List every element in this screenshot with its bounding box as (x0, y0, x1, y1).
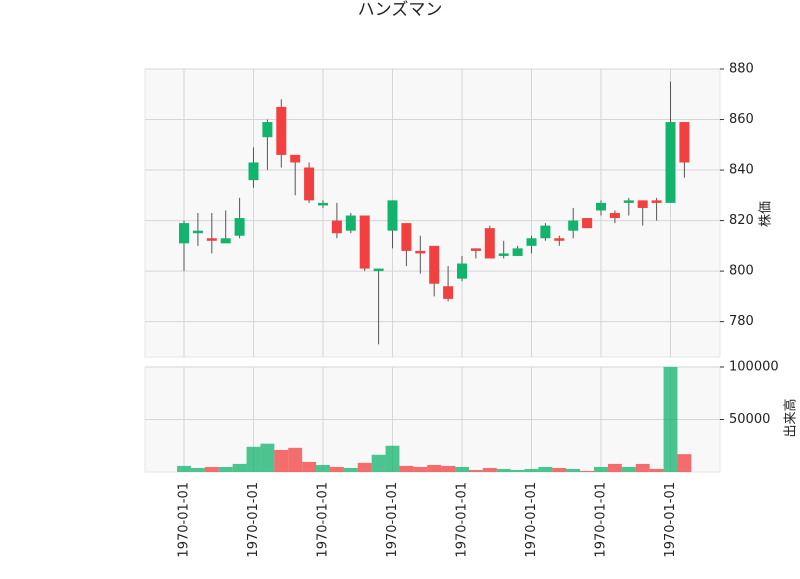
volume-axis-label: 出来高 (783, 398, 799, 437)
volume-bar (538, 466, 553, 472)
candle-body (206, 238, 217, 241)
x-tick-label: 1970-01-01 (246, 482, 261, 558)
volume-bar (413, 466, 428, 472)
volume-bar (482, 468, 497, 472)
volume-bar (385, 445, 400, 472)
y-tick-label: 880 (729, 62, 754, 77)
candle-body (484, 228, 495, 259)
y-tick-label: 860 (729, 112, 754, 127)
volume-bar (677, 454, 692, 472)
volume-tick-label: 100000 (729, 360, 779, 375)
candle-body (609, 213, 620, 219)
y-axis-label: 株価 (759, 201, 774, 227)
volume-bar (524, 468, 539, 472)
volume-bar (455, 466, 469, 472)
candle-body (373, 268, 384, 272)
volume-bar (580, 470, 595, 472)
volume-bar (663, 367, 678, 472)
candle-body (359, 215, 370, 269)
x-tick-label: 1970-01-01 (524, 482, 539, 558)
candle-body (498, 253, 509, 256)
candle-body (318, 202, 328, 206)
volume-bar (371, 454, 386, 472)
candle-body (651, 200, 662, 203)
candle-body (248, 162, 259, 181)
volume-bar (496, 468, 511, 472)
volume-bar (204, 466, 219, 472)
volume-bar (246, 446, 261, 472)
volume-bar (594, 466, 608, 472)
candle-body (234, 218, 245, 236)
candle-body (220, 238, 231, 244)
volume-bar (302, 461, 317, 472)
candle-body (457, 263, 467, 279)
volume-bar (649, 468, 664, 472)
y-tick-label: 840 (729, 163, 754, 178)
candle-body (387, 200, 398, 231)
price-panel (144, 68, 721, 358)
x-tick-label: 1970-01-01 (455, 482, 470, 558)
candle-body (596, 202, 606, 211)
candle-body (679, 122, 690, 163)
candle-body (526, 238, 537, 246)
volume-tick-label: 50000 (729, 412, 770, 427)
volume-bar (510, 470, 525, 472)
candle-body (262, 122, 273, 138)
candle-body (568, 220, 579, 231)
volume-bar (343, 468, 358, 472)
y-tick-label: 780 (729, 314, 754, 329)
candle-body (276, 106, 287, 155)
y-tick-label: 800 (729, 264, 754, 279)
candle-body (179, 223, 189, 244)
volume-bar (232, 463, 247, 472)
x-tick-label: 1970-01-01 (594, 482, 609, 558)
candle-body (470, 248, 481, 251)
candle-body (582, 218, 593, 229)
candle-body (345, 215, 356, 231)
candle-body (331, 220, 342, 234)
candle-body (401, 223, 412, 251)
volume-bar (190, 468, 205, 472)
volume-bar (468, 470, 483, 472)
volume-bar (552, 468, 567, 472)
volume-bar (274, 449, 289, 472)
candle-body (429, 245, 440, 284)
volume-bar (218, 466, 233, 472)
candle-body (623, 200, 634, 203)
x-tick-label: 1970-01-01 (177, 482, 192, 558)
candle-body (192, 230, 203, 234)
volume-bar (441, 465, 456, 472)
chart-title: ハンズマン (358, 0, 443, 20)
volume-bar (177, 465, 191, 472)
candle-body (512, 248, 523, 256)
volume-bar (607, 463, 622, 472)
volume-bar (427, 464, 442, 472)
candle-body (665, 122, 676, 203)
volume-bar (635, 463, 650, 472)
x-tick-label: 1970-01-01 (385, 482, 400, 558)
candle-body (637, 200, 648, 208)
candle-body (290, 154, 301, 163)
volume-bar (357, 462, 372, 472)
candle-body (304, 167, 315, 201)
candle-body (540, 225, 551, 239)
volume-bar (260, 443, 275, 472)
x-tick-label: 1970-01-01 (663, 482, 678, 558)
volume-bar (399, 465, 414, 472)
x-tick-label: 1970-01-01 (316, 482, 331, 558)
volume-bar (621, 466, 636, 472)
volume-bar (566, 468, 581, 472)
volume-bar (288, 447, 303, 472)
candle-body (443, 286, 454, 299)
candle-body (554, 238, 565, 241)
candle-body (415, 250, 426, 254)
y-tick-label: 820 (729, 213, 754, 228)
volume-bar (316, 464, 330, 472)
volume-bar (329, 466, 344, 472)
